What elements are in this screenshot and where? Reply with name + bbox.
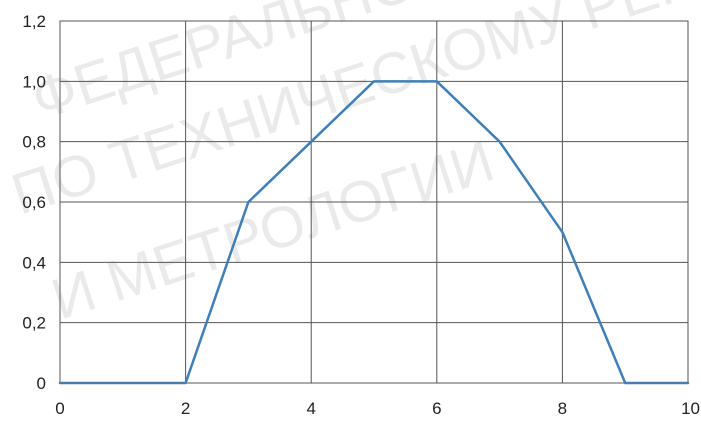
series-layer [58,80,690,385]
y-tick-label: 0,4 [22,253,46,272]
y-tick-label: 1,0 [22,72,46,91]
grid [59,20,689,384]
plot-area-border [59,20,689,384]
y-tick-label: 0,2 [22,314,46,333]
y-axis-ticks: 0 0,2 0,4 0,6 0,8 1,0 1,2 [22,12,46,393]
series-line [58,80,690,385]
x-tick-label: 6 [432,399,441,418]
x-tick-label: 0 [55,399,64,418]
x-axis-ticks: 0 2 4 6 8 10 [55,399,700,418]
x-tick-label: 10 [681,399,700,418]
y-tick-label: 0,8 [22,133,46,152]
y-tick-label: 0,6 [22,193,46,212]
x-tick-label: 8 [558,399,567,418]
watermark: ФЕДЕРАЛЬНОЕ АГЕНТСТВОПО ТЕХНИЧЕСКОМУ РЕГ… [4,0,701,332]
y-tick-label: 0 [37,374,46,393]
y-tick-label: 1,2 [22,12,46,31]
x-tick-label: 4 [306,399,315,418]
x-tick-label: 2 [181,399,190,418]
